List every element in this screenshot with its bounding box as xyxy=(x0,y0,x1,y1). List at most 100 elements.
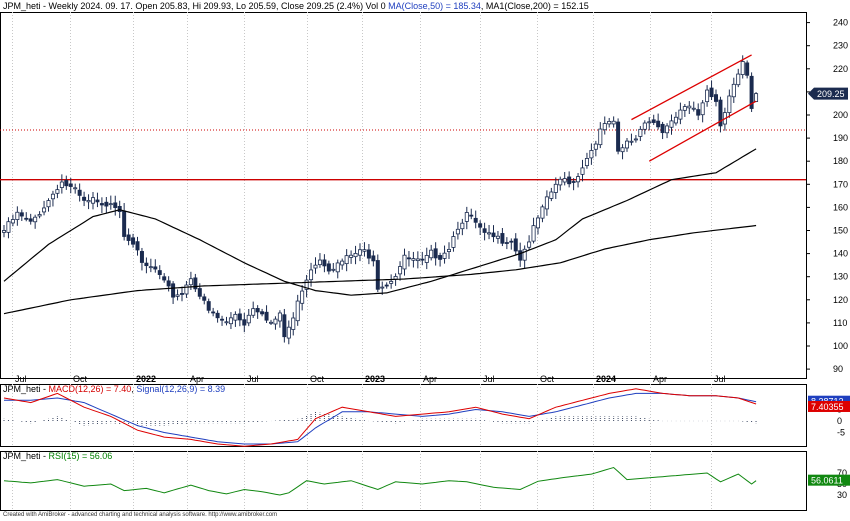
candle-body xyxy=(469,214,474,217)
candle-body xyxy=(749,75,754,109)
candle-body xyxy=(518,250,523,261)
candle-body xyxy=(131,237,136,245)
rsi-pane-frame xyxy=(0,451,807,511)
candle-body xyxy=(282,314,287,338)
candle-body xyxy=(371,255,376,262)
rsi-value-label: 56.0611 xyxy=(811,476,843,486)
candle-body xyxy=(335,262,340,273)
ma50-legend: MA(Close,50) = 185.34 xyxy=(388,1,481,11)
candle-body xyxy=(349,254,354,258)
candle-body xyxy=(522,248,527,261)
candle-body xyxy=(638,128,643,137)
candle-body xyxy=(509,240,514,243)
candle-body xyxy=(139,251,144,263)
candle-body xyxy=(629,140,634,143)
y-tick-label: 90 xyxy=(833,364,843,374)
x-tick-label: Jul xyxy=(15,374,27,384)
candle-body xyxy=(451,236,456,248)
candle-body xyxy=(340,260,345,266)
candle-body xyxy=(197,288,202,297)
candle-body xyxy=(211,311,216,314)
candle-body xyxy=(309,269,314,281)
candle-body xyxy=(380,286,385,289)
candle-body xyxy=(113,202,118,208)
y-tick-label: 110 xyxy=(833,318,847,328)
x-tick-label: Oct xyxy=(540,374,555,384)
candle-body xyxy=(286,326,291,339)
y-tick-label: 230 xyxy=(833,41,848,51)
macd-line xyxy=(3,388,757,447)
candle-body xyxy=(59,181,64,188)
candle-body xyxy=(326,263,331,272)
candle-body xyxy=(593,143,598,150)
candle-body xyxy=(357,249,362,256)
candle-body xyxy=(633,138,638,141)
rsi-pane-header: JPM_heti - RSI(15) = 56.06 xyxy=(3,451,112,462)
y-tick-label: 140 xyxy=(833,249,848,259)
candle-body xyxy=(433,248,438,259)
candle-body xyxy=(144,262,149,267)
candle-body xyxy=(714,94,719,102)
candle-body xyxy=(424,255,429,263)
candle-body xyxy=(50,193,55,200)
candle-body xyxy=(446,248,451,252)
candle-body xyxy=(233,313,238,321)
last-price-badge xyxy=(808,87,848,100)
candle-body xyxy=(64,180,69,187)
candle-body xyxy=(544,196,549,210)
candle-body xyxy=(607,120,612,125)
candle-body xyxy=(678,109,683,120)
candle-body xyxy=(344,255,349,265)
candle-body xyxy=(500,233,505,244)
rsi-y-tick-label: 30 xyxy=(837,490,847,500)
y-tick-label: 100 xyxy=(833,341,848,351)
candle-body xyxy=(473,217,478,223)
signal-line xyxy=(4,392,757,445)
rsi-value-badge xyxy=(808,474,850,486)
candle-body xyxy=(660,123,665,134)
candle-body xyxy=(549,191,554,199)
candle-body xyxy=(682,106,687,111)
candle-body xyxy=(598,128,603,146)
candle-body xyxy=(438,255,443,260)
ma50-line xyxy=(3,148,757,296)
candle-body xyxy=(696,109,701,116)
x-tick-label: Jul xyxy=(483,374,495,384)
price-pane-header: JPM_heti - Weekly 2024. 09. 17. Open 205… xyxy=(3,1,589,12)
candle-body xyxy=(19,212,24,217)
x-tick-label: Jul xyxy=(714,374,726,384)
candle-body xyxy=(687,105,692,109)
y-tick-label: 220 xyxy=(833,64,848,74)
candle-body xyxy=(242,319,247,326)
candle-body xyxy=(104,201,109,207)
candle-body xyxy=(300,290,305,304)
candle-body xyxy=(553,183,558,193)
candle-body xyxy=(179,293,184,295)
candle-body xyxy=(260,311,265,315)
candle-body xyxy=(148,266,153,269)
candle-body xyxy=(513,238,518,252)
x-tick-label: Apr xyxy=(653,374,667,384)
candle-body xyxy=(647,121,652,124)
candle-body xyxy=(255,308,260,313)
candle-body xyxy=(135,241,140,251)
x-tick-label: 2023 xyxy=(365,374,385,384)
ma200-line xyxy=(3,224,757,315)
y-tick-label: 120 xyxy=(833,295,848,305)
candle-body xyxy=(291,317,296,330)
y-tick-label: 130 xyxy=(833,272,848,282)
candle-body xyxy=(491,232,496,238)
macd-legend-sep: , xyxy=(131,384,137,394)
candle-body xyxy=(478,223,483,228)
price-pane-frame xyxy=(0,12,807,379)
candle-body xyxy=(455,228,460,235)
trend-channel-line xyxy=(648,100,757,162)
candle-body xyxy=(322,259,327,267)
candle-body xyxy=(91,197,96,204)
candle-body xyxy=(122,210,127,237)
candle-body xyxy=(28,218,33,222)
macd-y-tick-label: 0 xyxy=(837,416,842,426)
candle-body xyxy=(42,207,47,213)
candle-body xyxy=(268,321,273,324)
candle-body xyxy=(620,147,625,153)
